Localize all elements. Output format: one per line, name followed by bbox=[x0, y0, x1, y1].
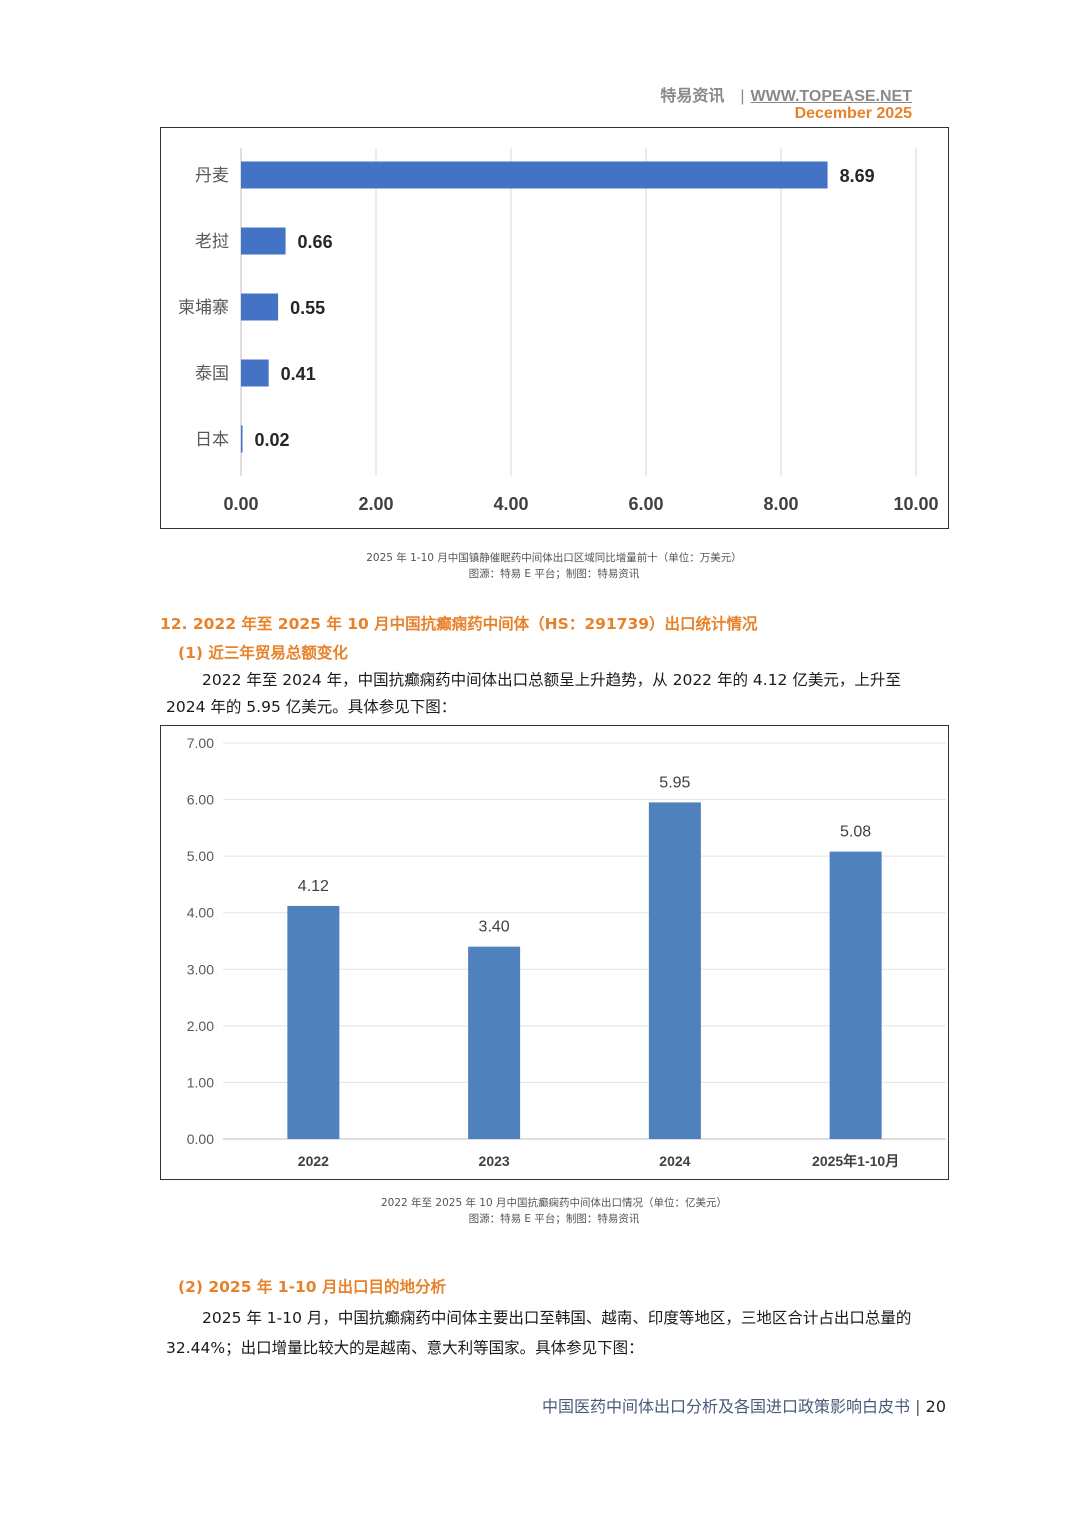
paragraph-2-text: 2025 年 1-10 月，中国抗癫痫药中间体主要出口至韩国、越南、印度等地区，… bbox=[166, 1309, 912, 1357]
chart-2-frame: 0.00 1.00 2.00 3.00 4.00 5.00 6.00 7.00 4.12 2022… bbox=[160, 725, 949, 1180]
bar bbox=[241, 425, 243, 453]
y-tick-label: 5.00 bbox=[187, 848, 214, 864]
y-category-label: 老挝 bbox=[195, 232, 229, 252]
section-12-paragraph-2: 2025 年 1-10 月，中国抗癫痫药中间体主要出口至韩国、越南、印度等地区，… bbox=[166, 1303, 916, 1363]
y-tick-label: 4.00 bbox=[187, 905, 214, 921]
header-date: December 2025 bbox=[794, 105, 912, 122]
header-separator: | bbox=[740, 88, 745, 105]
x-tick-label: 2.00 bbox=[358, 494, 393, 514]
bar bbox=[241, 227, 286, 255]
section-12-paragraph-1: 2022 年至 2024 年，中国抗癫痫药中间体出口总额呈上升趋势，从 2022… bbox=[166, 667, 916, 721]
chart-2-svg: 0.00 1.00 2.00 3.00 4.00 5.00 6.00 7.00 4.12 2022… bbox=[187, 735, 946, 1169]
y-tick-label: 7.00 bbox=[187, 735, 214, 751]
x-tick-label: 6.00 bbox=[628, 494, 663, 514]
chart-1-svg: 0.00 2.00 4.00 6.00 8.00 10.00 丹麦 8.69 老挝 0.66 柬埔寨… bbox=[178, 148, 939, 514]
chart-1-caption-source: 图源：特易 E 平台；制图：特易资讯 bbox=[468, 568, 640, 580]
bar-value-label: 3.40 bbox=[479, 919, 510, 936]
bar bbox=[287, 905, 340, 1139]
section-12-sub-2: (2) 2025 年 1-10 月出口目的地分析 bbox=[178, 1278, 446, 1296]
bar bbox=[241, 359, 269, 387]
section-12-sub-1: (1) 近三年贸易总额变化 bbox=[178, 644, 348, 662]
chart-2-caption-source: 图源：特易 E 平台；制图：特易资讯 bbox=[468, 1213, 640, 1225]
chart-2-caption-title: 2022 年至 2025 年 10 月中国抗癫痫药中间体出口情况（单位：亿美元） bbox=[381, 1197, 727, 1209]
y-tick-label: 3.00 bbox=[187, 961, 214, 977]
x-category-label: 2024 bbox=[659, 1153, 690, 1169]
page-footer: 中国医药中间体出口分析及各国进口政策影响白皮书 | 20 bbox=[480, 1393, 946, 1417]
section-12-title: 12. 2022 年至 2025 年 10 月中国抗癫痫药中间体（HS：2917… bbox=[160, 615, 758, 633]
footer-title: 中国医药中间体出口分析及各国进口政策影响白皮书 bbox=[542, 1397, 911, 1416]
bar bbox=[241, 161, 828, 189]
chart-1-frame: 0.00 2.00 4.00 6.00 8.00 10.00 丹麦 8.69 老挝 0.66 柬埔寨… bbox=[160, 127, 949, 529]
x-category-label: 2023 bbox=[479, 1153, 510, 1169]
y-category-label: 泰国 bbox=[195, 364, 229, 384]
footer-separator: | bbox=[915, 1397, 921, 1416]
brand-name: 特易资讯 bbox=[660, 88, 725, 105]
bar-value-label: 0.02 bbox=[255, 430, 290, 450]
bar-value-label: 0.66 bbox=[298, 232, 333, 252]
bar bbox=[648, 802, 701, 1139]
bar-value-label: 4.12 bbox=[298, 878, 329, 895]
bar-value-label: 8.69 bbox=[840, 166, 875, 186]
paragraph-1-text: 2022 年至 2024 年，中国抗癫痫药中间体出口总额呈上升趋势，从 2022… bbox=[166, 671, 901, 716]
bar bbox=[241, 293, 279, 321]
bar bbox=[468, 946, 521, 1139]
x-tick-label: 4.00 bbox=[493, 494, 528, 514]
chart-1-caption: 2025 年 1-10 月中国镇静催眠药中间体出口区域同比增量前十（单位：万美元… bbox=[160, 550, 948, 582]
bar bbox=[829, 851, 882, 1139]
x-tick-label: 10.00 bbox=[893, 494, 938, 514]
bar-value-label: 0.41 bbox=[281, 364, 316, 384]
y-tick-label: 1.00 bbox=[187, 1074, 214, 1090]
y-category-label: 日本 bbox=[195, 430, 229, 450]
chart-1-caption-title: 2025 年 1-10 月中国镇静催眠药中间体出口区域同比增量前十（单位：万美元… bbox=[366, 552, 742, 564]
y-category-label: 丹麦 bbox=[195, 166, 229, 186]
y-tick-label: 6.00 bbox=[187, 792, 214, 808]
x-category-label: 2022 bbox=[298, 1153, 329, 1169]
y-tick-label: 2.00 bbox=[187, 1018, 214, 1034]
bar-value-label: 0.55 bbox=[290, 298, 325, 318]
page-number: 20 bbox=[925, 1397, 946, 1416]
x-tick-label: 8.00 bbox=[763, 494, 798, 514]
y-category-label: 柬埔寨 bbox=[178, 298, 229, 318]
website-link[interactable]: WWW.TOPEASE.NET bbox=[750, 88, 912, 105]
header-brand: 特易资讯 | WWW.TOPEASE.NET bbox=[600, 82, 912, 106]
x-category-label: 2025年1-10月 bbox=[812, 1153, 899, 1169]
bar-value-label: 5.95 bbox=[659, 774, 690, 791]
bar-value-label: 5.08 bbox=[840, 824, 871, 841]
y-tick-label: 0.00 bbox=[187, 1131, 214, 1147]
chart-2-caption: 2022 年至 2025 年 10 月中国抗癫痫药中间体出口情况（单位：亿美元）… bbox=[160, 1195, 948, 1227]
x-tick-label: 0.00 bbox=[223, 494, 258, 514]
